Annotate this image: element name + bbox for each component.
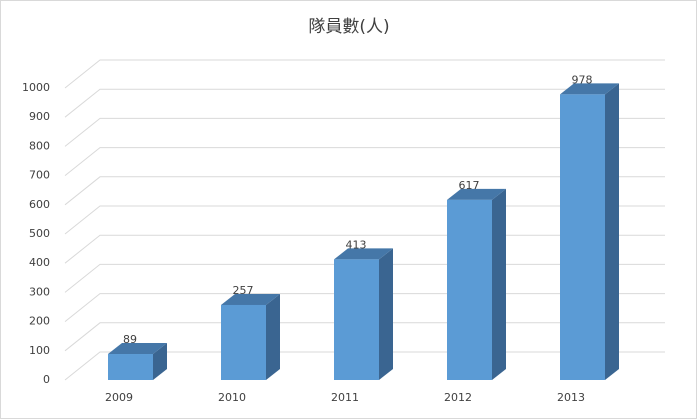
- bar: [560, 94, 605, 380]
- bar-top: [560, 83, 619, 95]
- x-tick-label: 2013: [557, 391, 585, 404]
- y-tick-label: 200: [29, 315, 50, 328]
- bar-top: [334, 248, 393, 260]
- grid-line: [64, 117, 665, 147]
- x-tick-label: 2011: [331, 391, 359, 404]
- bar-top: [108, 343, 167, 355]
- y-tick-label: 1000: [22, 81, 50, 94]
- y-tick-label: 700: [29, 169, 50, 182]
- y-tick-label: 400: [29, 256, 50, 269]
- bar-side: [605, 83, 619, 380]
- data-label: 978: [572, 73, 593, 86]
- bar-side: [266, 293, 280, 380]
- y-tick-label: 600: [29, 198, 50, 211]
- grid-line: [64, 176, 665, 206]
- grid-line: [64, 147, 665, 176]
- x-tick-label: 2009: [105, 391, 133, 404]
- bar-side: [492, 188, 506, 380]
- grid-line: [64, 59, 665, 89]
- data-label: 413: [346, 238, 367, 251]
- data-label: 617: [459, 179, 480, 192]
- bar: [108, 354, 153, 380]
- y-tick-label: 800: [29, 139, 50, 152]
- data-label: 89: [123, 333, 137, 346]
- y-tick-label: 900: [29, 110, 50, 123]
- bar-top: [447, 188, 506, 200]
- bar-side: [379, 248, 393, 380]
- data-label: 257: [233, 284, 254, 297]
- x-tick-label: 2010: [218, 391, 246, 404]
- x-tick-label: 2012: [444, 391, 472, 404]
- bar: [447, 199, 492, 380]
- bar: [221, 304, 266, 380]
- grid-line: [64, 88, 665, 118]
- bar: [334, 259, 379, 380]
- bar-top: [221, 293, 280, 305]
- bar-side: [153, 343, 167, 380]
- y-tick-label: 0: [43, 373, 50, 386]
- y-tick-label: 300: [29, 285, 50, 298]
- chart-title: 隊員數(人): [308, 17, 389, 37]
- y-tick-label: 500: [29, 227, 50, 240]
- y-tick-label: 100: [29, 344, 50, 357]
